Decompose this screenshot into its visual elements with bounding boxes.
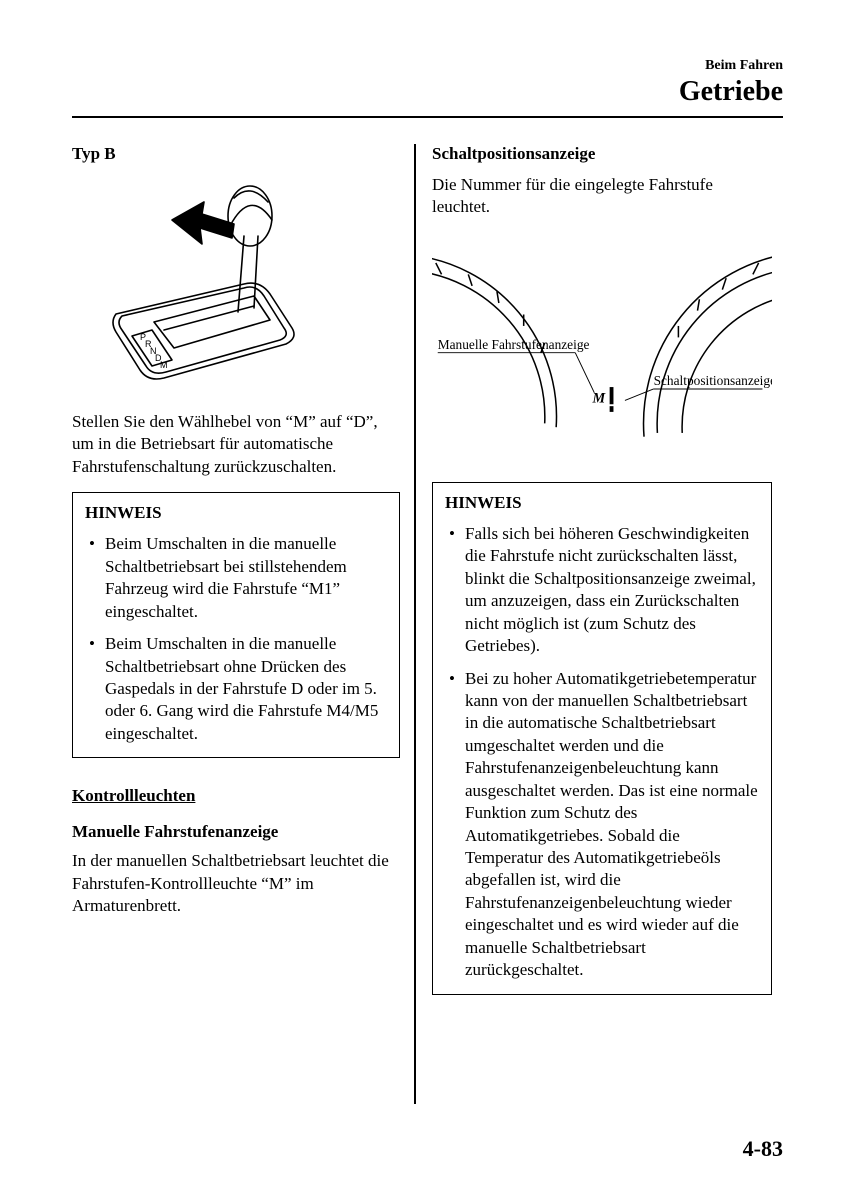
kontrollleuchten-heading: Kontrollleuchten (72, 786, 400, 806)
two-column-layout: Typ B P (72, 144, 783, 1104)
right-column: Schaltpositionsanzeige Die Nummer für di… (416, 144, 772, 1104)
left-hinweis-item: Beim Umschalten in die manuelle Schaltbe… (89, 633, 387, 745)
right-hinweis-box: HINWEIS Falls sich bei höheren Geschwind… (432, 482, 772, 995)
schaltpositionsanzeige-heading: Schaltpositionsanzeige (432, 144, 772, 164)
right-hinweis-title: HINWEIS (445, 493, 759, 513)
left-hinweis-title: HINWEIS (85, 503, 387, 523)
right-hinweis-item: Falls sich bei höheren Geschwindigkeiten… (449, 523, 759, 658)
manuelle-fahrstufenanzeige-heading: Manuelle Fahrstufenanzeige (72, 822, 400, 842)
page-number: 4-83 (743, 1136, 783, 1162)
left-paragraph-2: In der manuellen Schaltbetriebsart leuch… (72, 850, 400, 917)
gear-shifter-illustration: P R N D M (94, 180, 334, 390)
typ-b-heading: Typ B (72, 144, 400, 164)
gauge-label-left: Manuelle Fahrstufenanzeige (438, 337, 590, 352)
header-section: Beim Fahren (72, 58, 783, 74)
left-hinweis-box: HINWEIS Beim Umschalten in die manuelle … (72, 492, 400, 758)
header-rule (72, 116, 783, 118)
left-column: Typ B P (72, 144, 414, 1104)
right-hinweis-list: Falls sich bei höheren Geschwindigkeiten… (445, 523, 759, 982)
shifter-label-m: M (160, 360, 168, 370)
gauge-m-indicator: M (591, 390, 606, 406)
left-hinweis-item: Beim Umschalten in die manuelle Schaltbe… (89, 533, 387, 623)
left-hinweis-list: Beim Umschalten in die manuelle Schaltbe… (85, 533, 387, 745)
right-hinweis-item: Bei zu hoher Automatikgetriebetemperatur… (449, 668, 759, 982)
page-header: Beim Fahren Getriebe (72, 58, 783, 108)
left-paragraph-1: Stellen Sie den Wählhebel von “M” auf “D… (72, 411, 400, 478)
header-title: Getriebe (72, 76, 783, 108)
gauge-illustration: Manuelle Fahrstufenanzeige Schaltpositio… (432, 241, 772, 451)
gauge-label-right: Schaltpositionsanzeige (654, 373, 772, 388)
right-paragraph-1: Die Nummer für die eingelegte Fahrstufe … (432, 174, 772, 219)
